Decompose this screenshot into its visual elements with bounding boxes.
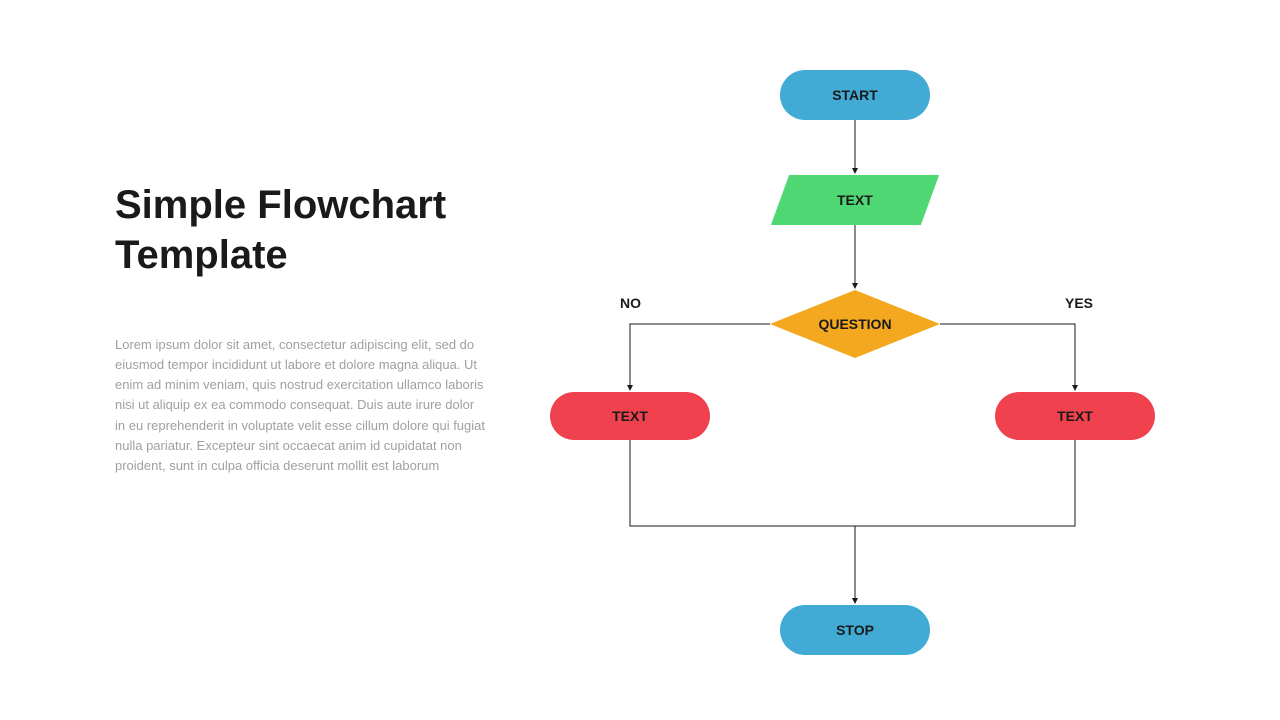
node-right-process: TEXT bbox=[995, 392, 1155, 440]
node-start-label: START bbox=[832, 87, 878, 103]
left-panel: Simple Flowchart Template Lorem ipsum do… bbox=[115, 180, 485, 476]
node-stop: STOP bbox=[780, 605, 930, 655]
node-decision-label: QUESTION bbox=[770, 290, 940, 358]
page-title: Simple Flowchart Template bbox=[115, 180, 485, 280]
node-left-label: TEXT bbox=[612, 408, 648, 424]
node-input-label: TEXT bbox=[837, 192, 873, 208]
node-left-process: TEXT bbox=[550, 392, 710, 440]
node-input: TEXT bbox=[771, 175, 939, 225]
flowchart-connectors bbox=[540, 60, 1180, 680]
body-text: Lorem ipsum dolor sit amet, consectetur … bbox=[115, 335, 485, 476]
node-decision: QUESTION bbox=[770, 290, 940, 358]
edge-label-yes: YES bbox=[1065, 295, 1093, 311]
edge-label-no: NO bbox=[620, 295, 641, 311]
node-right-label: TEXT bbox=[1057, 408, 1093, 424]
node-start: START bbox=[780, 70, 930, 120]
flowchart: START TEXT QUESTION TEXT TEXT STOP NO YE… bbox=[540, 60, 1180, 680]
node-stop-label: STOP bbox=[836, 622, 874, 638]
